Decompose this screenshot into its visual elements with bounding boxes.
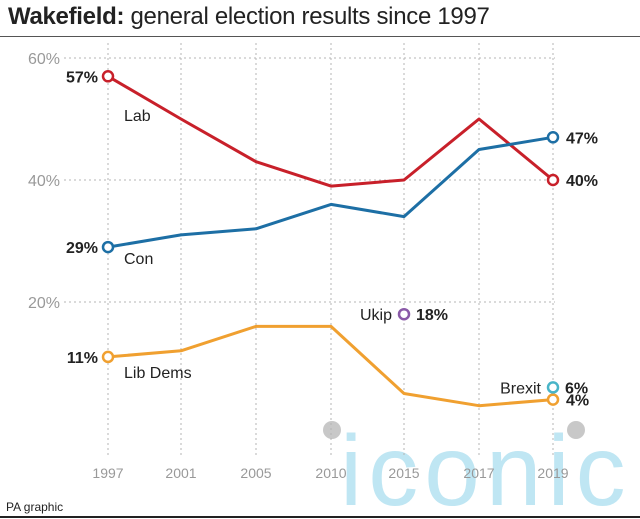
series-name-lab: Lab: [124, 108, 151, 125]
point-brexit: [546, 381, 560, 394]
watermark-dot-left: [323, 421, 341, 439]
x-tick-label: 2015: [388, 465, 419, 481]
y-tick-label: 20%: [28, 295, 60, 312]
x-tick-label: 2001: [165, 465, 196, 481]
title-divider: [0, 36, 640, 37]
start-value-label-lab: 57%: [66, 69, 98, 86]
end-point-lib-dems: [546, 393, 560, 406]
point-value-ukip: 18%: [416, 307, 448, 324]
end-value-label-lib-dems: 4%: [566, 393, 589, 410]
footer-divider: [0, 516, 640, 518]
watermark-dot-right: [567, 421, 585, 439]
title-text: general election results since 1997: [124, 3, 490, 30]
y-tick-label: 40%: [28, 173, 60, 190]
end-point-con: [546, 131, 560, 144]
start-point-lib-dems: [101, 350, 115, 364]
start-point-con: [101, 240, 115, 254]
x-tick-label: 2017: [463, 465, 494, 481]
series-line-lab: [107, 75, 554, 188]
point-ukip: [397, 307, 411, 321]
title-location: Wakefield:: [8, 3, 125, 30]
series-line-con: [107, 135, 554, 249]
point-value-brexit: 6%: [565, 380, 588, 397]
point-name-brexit: Brexit: [500, 380, 541, 397]
end-value-label-lab: 40%: [566, 173, 598, 190]
x-tick-label: 2019: [537, 465, 568, 481]
series-name-con: Con: [124, 251, 153, 268]
x-tick-label: 2005: [240, 465, 271, 481]
end-point-lab: [546, 173, 560, 187]
x-tick-label: 1997: [92, 465, 123, 481]
start-point-lab: [101, 70, 115, 83]
credit-text: PA graphic: [6, 500, 64, 514]
series-line-lib-dems: [107, 324, 554, 408]
end-value-label-con: 47%: [566, 130, 598, 147]
start-value-label-lib-dems: 11%: [67, 350, 98, 367]
chart-title: Wakefield: general election results sinc…: [8, 3, 490, 31]
start-value-label-con: 29%: [66, 240, 98, 257]
x-tick-label: 2010: [315, 465, 346, 481]
series-name-lib-dems: Lib Dems: [124, 365, 192, 382]
y-tick-label: 60%: [28, 51, 60, 68]
point-name-ukip: Ukip: [360, 307, 392, 324]
